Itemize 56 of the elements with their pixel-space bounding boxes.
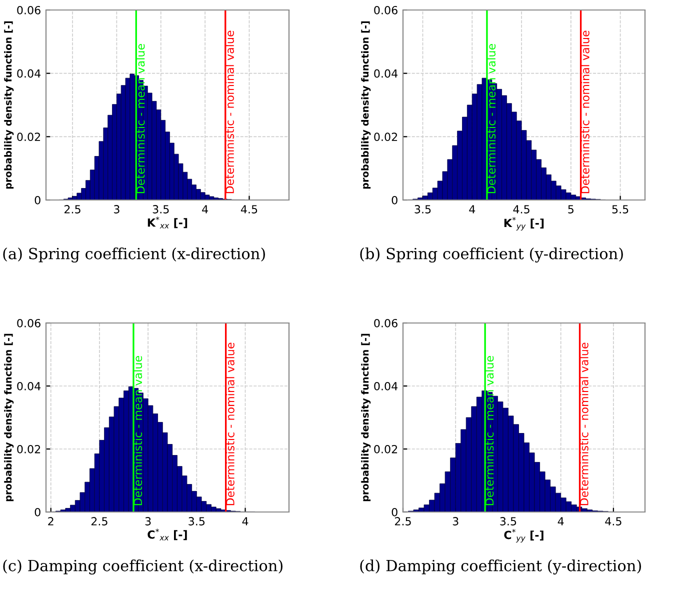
y-tick-label: 0.02 <box>17 444 40 454</box>
y-tick-label: 0 <box>34 196 40 204</box>
x-axis-title: K$^{*}$$_{xx}$ [-] <box>148 216 188 228</box>
x-tick-label: 4 <box>202 205 208 214</box>
y-tick-label: 0.06 <box>17 6 40 14</box>
y-tick-label: 0.06 <box>374 318 398 328</box>
x-tick-label: 3 <box>452 517 458 526</box>
x-tick-label: 2.5 <box>394 517 411 526</box>
text: (d) Damping coefficient (y-direction) <box>360 560 641 574</box>
y-tick-label: 0.04 <box>17 382 41 390</box>
text: (c) Damping coefficient (x-direction) <box>3 560 282 574</box>
x-tick-label: 5 <box>568 205 574 214</box>
ref-line-label: Deterministic - nominal value <box>580 342 588 506</box>
y-tick-label: 0.06 <box>17 318 40 328</box>
x-tick-label: 5.5 <box>612 205 628 214</box>
y-tick-label: 0.04 <box>17 69 41 78</box>
x-tick-label: 4.5 <box>605 517 622 526</box>
y-axis-title: probability density function [-] <box>4 334 14 502</box>
x-tick-label: 4.5 <box>240 205 258 214</box>
x-tick-label: 3.5 <box>152 205 169 214</box>
y-tick-label: 0 <box>392 508 398 516</box>
y-tick-label: 0 <box>34 508 40 516</box>
ref-line-label: Deterministic - mean value <box>486 44 496 194</box>
y-tick-label: 0 <box>392 196 398 204</box>
x-tick-label: 3.5 <box>414 205 431 214</box>
y-axis-title: probability density function [-] <box>361 21 371 189</box>
x-tick-label: 2 <box>48 517 54 526</box>
text: (b) Spring coefficient (y-direction) <box>360 248 623 262</box>
x-tick-label: 3.5 <box>188 517 205 526</box>
y-tick-label: 0.02 <box>374 132 398 142</box>
y-tick-label: 0.06 <box>374 6 398 14</box>
y-tick-label: 0.02 <box>17 132 40 142</box>
ref-line-label: Deterministic - mean value <box>485 356 494 506</box>
y-tick-label: 0.02 <box>374 444 398 454</box>
text: (a) Spring coefficient (x-direction) <box>3 248 265 262</box>
ref-line-label: Deterministic - mean value <box>133 356 142 506</box>
x-tick-label: 4 <box>242 517 248 526</box>
x-tick-label: 2.5 <box>64 205 80 214</box>
y-tick-label: 0.04 <box>374 69 398 78</box>
x-axis-title: K$^{*}$$_{yy}$ [-] <box>504 217 544 230</box>
y-tick-label: 0.04 <box>374 382 398 390</box>
x-tick-label: 3.5 <box>500 517 516 526</box>
x-axis-title: C$^{*}$$_{yy}$ [-] <box>504 529 544 542</box>
ref-line-label: Deterministic - nominal value <box>226 342 234 506</box>
y-axis-title: probability density function [-] <box>361 334 371 502</box>
x-axis-title: C$^{*}$$_{xx}$ [-] <box>148 528 187 540</box>
x-tick-label: 3 <box>145 517 151 526</box>
x-tick-label: 2.5 <box>91 517 108 526</box>
x-tick-label: 4 <box>558 517 564 526</box>
x-tick-label: 4 <box>469 205 476 214</box>
x-tick-label: 3 <box>114 205 120 214</box>
ref-line-label: Deterministic - mean value <box>136 44 145 194</box>
y-axis-title: probability density function [-] <box>4 21 14 189</box>
x-tick-label: 4.5 <box>513 205 530 214</box>
ref-line-label: Deterministic - nominal value <box>225 30 234 194</box>
ref-line-label: Deterministic - nominal value <box>580 30 590 194</box>
